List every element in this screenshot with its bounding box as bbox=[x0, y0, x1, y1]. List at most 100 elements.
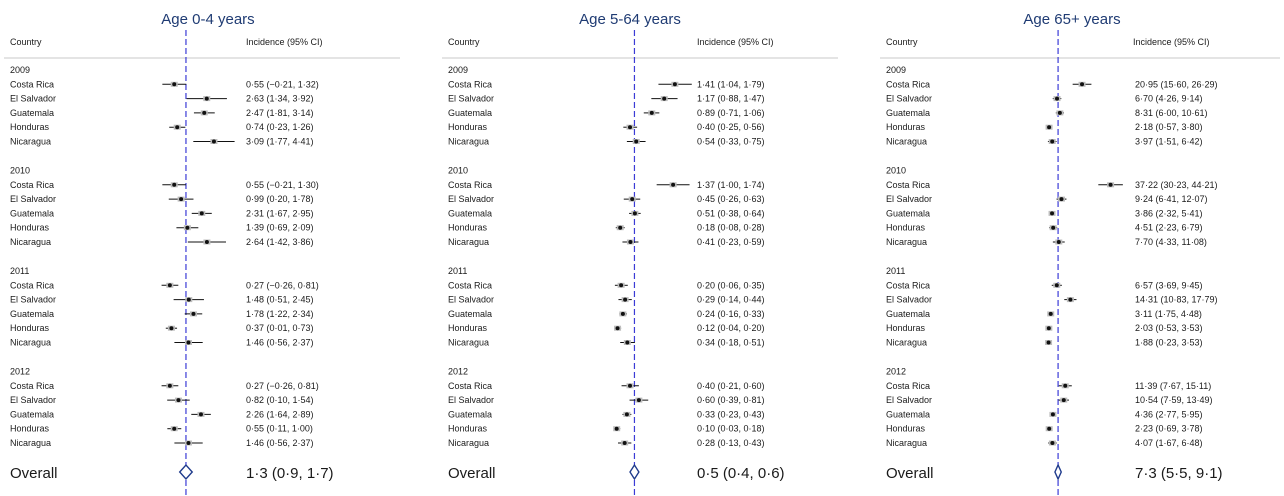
country-label: Honduras bbox=[886, 323, 926, 333]
estimate-label: 0·10 (0·03, 0·18) bbox=[697, 424, 765, 434]
point-estimate bbox=[211, 139, 216, 144]
estimate-label: 0·27 (−0·26, 0·81) bbox=[246, 280, 319, 290]
country-label: El Salvador bbox=[448, 295, 494, 305]
estimate-label: 0·89 (0·71, 1·06) bbox=[697, 108, 765, 118]
overall-estimate-label: 0·5 (0·4, 0·6) bbox=[697, 465, 785, 482]
country-label: El Salvador bbox=[448, 395, 494, 405]
country-label: Guatemala bbox=[886, 108, 930, 118]
point-estimate bbox=[199, 211, 204, 216]
country-label: Costa Rica bbox=[886, 280, 930, 290]
country-label: Costa Rica bbox=[10, 180, 54, 190]
country-label: Nicaragua bbox=[886, 338, 927, 348]
country-label: Costa Rica bbox=[448, 79, 492, 89]
country-label: El Salvador bbox=[886, 194, 932, 204]
estimate-label: 1·39 (0·69, 2·09) bbox=[246, 223, 314, 233]
point-estimate bbox=[1048, 311, 1053, 316]
country-label: Costa Rica bbox=[886, 180, 930, 190]
point-estimate bbox=[167, 283, 172, 288]
country-label: Guatemala bbox=[10, 208, 54, 218]
point-estimate bbox=[1056, 240, 1061, 244]
estimate-label: 9·24 (6·41, 12·07) bbox=[1135, 194, 1208, 204]
estimate-label: 1·46 (0·56, 2·37) bbox=[246, 338, 314, 348]
point-estimate bbox=[614, 426, 619, 431]
point-estimate bbox=[1050, 412, 1055, 417]
year-label: 2010 bbox=[448, 166, 468, 176]
country-label: El Salvador bbox=[886, 295, 932, 305]
column-header-country: Country bbox=[886, 37, 918, 47]
point-estimate bbox=[172, 82, 177, 87]
country-label: El Salvador bbox=[10, 94, 56, 104]
estimate-label: 2·63 (1·34, 3·92) bbox=[246, 94, 314, 104]
country-label: Nicaragua bbox=[448, 237, 489, 247]
estimate-label: 6·70 (4·26, 9·14) bbox=[1135, 94, 1203, 104]
point-estimate bbox=[628, 383, 632, 388]
point-estimate bbox=[198, 412, 203, 417]
country-label: Nicaragua bbox=[10, 438, 51, 448]
estimate-label: 4·51 (2·23, 6·79) bbox=[1135, 223, 1203, 233]
estimate-label: 0·34 (0·18, 0·51) bbox=[697, 338, 765, 348]
country-label: Nicaragua bbox=[10, 338, 51, 348]
estimate-label: 2·31 (1·67, 2·95) bbox=[246, 208, 314, 218]
country-label: Nicaragua bbox=[448, 438, 489, 448]
estimate-label: 3·11 (1·75, 4·48) bbox=[1135, 309, 1202, 319]
estimate-label: 1·46 (0·56, 2·37) bbox=[246, 438, 314, 448]
country-label: Costa Rica bbox=[448, 280, 492, 290]
estimate-label: 7·70 (4·33, 11·08) bbox=[1135, 237, 1207, 247]
estimate-label: 0·45 (0·26, 0·63) bbox=[697, 194, 765, 204]
country-label: Guatemala bbox=[448, 108, 492, 118]
point-estimate bbox=[662, 96, 667, 101]
year-label: 2012 bbox=[10, 367, 30, 377]
country-label: Honduras bbox=[10, 223, 50, 233]
panel-title: Age 5-64 years bbox=[579, 11, 681, 28]
point-estimate bbox=[1047, 426, 1052, 431]
point-estimate bbox=[672, 82, 677, 87]
country-label: Costa Rica bbox=[886, 381, 930, 391]
point-estimate bbox=[202, 110, 207, 115]
country-label: Honduras bbox=[886, 223, 926, 233]
year-label: 2009 bbox=[886, 65, 906, 75]
estimate-label: 1·78 (1·22, 2·34) bbox=[246, 309, 314, 319]
point-estimate bbox=[615, 326, 620, 331]
point-estimate bbox=[186, 340, 191, 345]
point-estimate bbox=[1059, 197, 1064, 202]
year-label: 2011 bbox=[448, 266, 467, 276]
estimate-label: 0·29 (0·14, 0·44) bbox=[697, 295, 765, 305]
estimate-label: 0·41 (0·23, 0·59) bbox=[697, 237, 765, 247]
point-estimate bbox=[1080, 82, 1085, 87]
point-estimate bbox=[172, 426, 177, 431]
point-estimate bbox=[649, 110, 654, 115]
country-label: Nicaragua bbox=[10, 237, 51, 247]
point-estimate bbox=[628, 240, 633, 244]
estimate-label: 2·47 (1·81, 3·14) bbox=[246, 108, 314, 118]
point-estimate bbox=[630, 197, 635, 202]
estimate-label: 0·27 (−0·26, 0·81) bbox=[246, 381, 319, 391]
country-label: Honduras bbox=[10, 323, 50, 333]
estimate-label: 1·48 (0·51, 2·45) bbox=[246, 295, 314, 305]
country-label: El Salvador bbox=[886, 94, 932, 104]
estimate-label: 4·36 (2·77, 5·95) bbox=[1135, 409, 1203, 419]
point-estimate bbox=[1046, 340, 1051, 345]
overall-diamond bbox=[1054, 463, 1063, 481]
estimate-label: 2·23 (0·69, 3·78) bbox=[1135, 424, 1203, 434]
overall-label: Overall bbox=[10, 465, 58, 482]
estimate-label: 3·86 (2·32, 5·41) bbox=[1135, 208, 1203, 218]
panel-title: Age 65+ years bbox=[1023, 11, 1120, 28]
estimate-label: 4·07 (1·67, 6·48) bbox=[1135, 438, 1203, 448]
point-estimate bbox=[1068, 297, 1073, 302]
estimate-label: 0·12 (0·04, 0·20) bbox=[697, 323, 765, 333]
estimate-label: 37·22 (30·23, 44·21) bbox=[1135, 180, 1218, 190]
point-estimate bbox=[624, 412, 629, 417]
estimate-label: 0·55 (−0·21, 1·32) bbox=[246, 79, 319, 89]
point-estimate bbox=[167, 383, 172, 388]
year-label: 2011 bbox=[10, 266, 29, 276]
country-label: Honduras bbox=[886, 424, 926, 434]
estimate-label: 0·40 (0·21, 0·60) bbox=[697, 381, 765, 391]
estimate-label: 6·57 (3·69, 9·45) bbox=[1135, 280, 1203, 290]
overall-diamond bbox=[178, 463, 194, 481]
estimate-label: 0·54 (0·33, 0·75) bbox=[697, 137, 765, 147]
country-label: Honduras bbox=[10, 122, 50, 132]
column-header-incidence: Incidence (95% CI) bbox=[246, 37, 323, 47]
point-estimate bbox=[1047, 125, 1052, 130]
country-label: El Salvador bbox=[10, 194, 56, 204]
